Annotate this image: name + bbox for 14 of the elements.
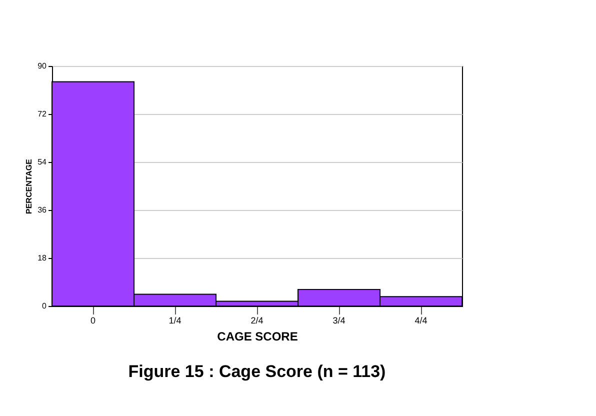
x-tick-label: 4/4: [414, 316, 428, 326]
text: Figure 15 : Cage Score (n = 113): [128, 362, 386, 381]
y-tick-label: 90: [38, 62, 48, 70]
y-tick-label: 18: [38, 254, 48, 262]
y-tick-label: 36: [38, 206, 48, 214]
y-tick-label: 72: [38, 110, 48, 118]
y-tick-label: 0: [42, 302, 48, 310]
x-tick-label: 3/4: [332, 316, 346, 326]
x-tick-label: 1/4: [168, 316, 182, 326]
x-tick-label: 2/4: [250, 316, 264, 326]
x-axis-title: CAGE SCORE: [217, 330, 298, 344]
y-axis-title: PERCENTAGE: [24, 158, 34, 214]
x-tick-label: 0: [90, 316, 96, 326]
y-tick-label: 54: [38, 158, 48, 166]
